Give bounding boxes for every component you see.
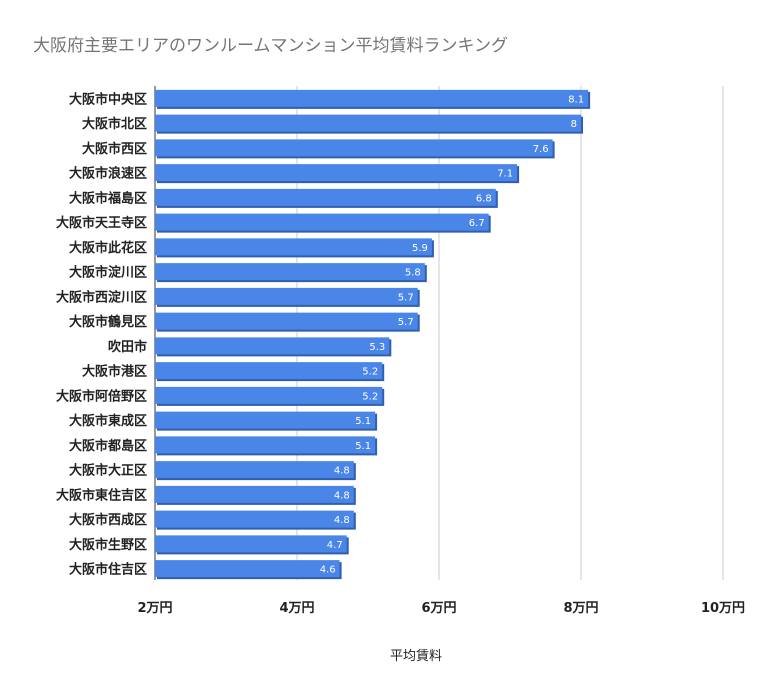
category-label: 大阪市浪速区	[69, 166, 147, 182]
data-label: 6.8	[476, 193, 492, 204]
bar	[155, 213, 489, 231]
data-label: 5.3	[369, 342, 385, 353]
data-label: 5.1	[355, 416, 371, 427]
x-tick-label: 6万円	[421, 601, 456, 616]
data-label: 4.7	[327, 540, 343, 551]
bar	[155, 312, 418, 330]
chart-title: 大阪府主要エリアのワンルームマンション平均賃料ランキング	[33, 36, 508, 56]
bar	[155, 89, 589, 107]
category-label: 大阪市鶴見区	[69, 314, 147, 330]
x-axis-title: 平均賃料	[390, 649, 443, 664]
category-label: 大阪市東住吉区	[56, 487, 147, 503]
data-label: 5.2	[362, 391, 378, 402]
bar	[155, 436, 376, 454]
data-label: 4.6	[320, 565, 336, 576]
bar	[155, 263, 425, 281]
data-label: 8	[571, 119, 577, 130]
category-label: 大阪市阿倍野区	[56, 388, 147, 404]
bar	[155, 535, 347, 553]
bar	[155, 287, 418, 305]
category-label: 大阪市淀川区	[69, 265, 147, 281]
data-label: 7.1	[497, 169, 513, 180]
data-label: 4.8	[334, 466, 350, 477]
category-label: 大阪市福島区	[69, 190, 147, 206]
bar	[155, 114, 581, 132]
x-tick-label: 8万円	[563, 601, 598, 616]
data-label: 4.8	[334, 515, 350, 526]
bar	[155, 386, 383, 404]
bar	[155, 188, 496, 206]
data-label: 5.9	[412, 243, 428, 254]
data-label: 5.1	[355, 441, 371, 452]
category-label: 大阪市天王寺区	[56, 215, 147, 231]
bar	[155, 461, 354, 479]
bar	[155, 164, 518, 182]
category-label: 大阪市西成区	[69, 512, 147, 528]
bar	[155, 362, 383, 380]
x-tick-label: 10万円	[701, 601, 745, 616]
bar	[155, 411, 376, 429]
category-label: 大阪市北区	[82, 116, 147, 132]
data-label: 5.7	[398, 292, 414, 303]
data-label: 5.2	[362, 367, 378, 378]
bar	[155, 510, 354, 528]
data-label: 5.7	[398, 317, 414, 328]
category-label: 大阪市西淀川区	[56, 289, 147, 305]
category-label: 大阪市都島区	[69, 438, 147, 454]
data-label: 7.6	[533, 144, 549, 155]
category-label: 大阪市生野区	[69, 537, 147, 553]
category-label: 大阪市東成区	[69, 413, 147, 429]
data-label: 6.7	[469, 218, 485, 229]
data-label: 8.1	[568, 94, 584, 105]
category-label: 大阪市港区	[82, 364, 147, 380]
bar	[155, 560, 340, 578]
bar	[155, 139, 553, 157]
category-label: 吹田市	[108, 339, 147, 355]
bar	[155, 337, 390, 355]
category-label: 大阪市大正区	[69, 463, 147, 479]
category-label: 大阪市住吉区	[69, 562, 147, 578]
bar	[155, 238, 432, 256]
category-label: 大阪市西区	[82, 141, 147, 157]
x-tick-label: 2万円	[137, 601, 172, 616]
bar	[155, 485, 354, 503]
category-label: 大阪市中央区	[69, 91, 147, 107]
data-label: 4.8	[334, 490, 350, 501]
data-label: 5.8	[405, 268, 421, 279]
category-label: 大阪市此花区	[69, 240, 147, 256]
x-tick-label: 4万円	[279, 601, 314, 616]
